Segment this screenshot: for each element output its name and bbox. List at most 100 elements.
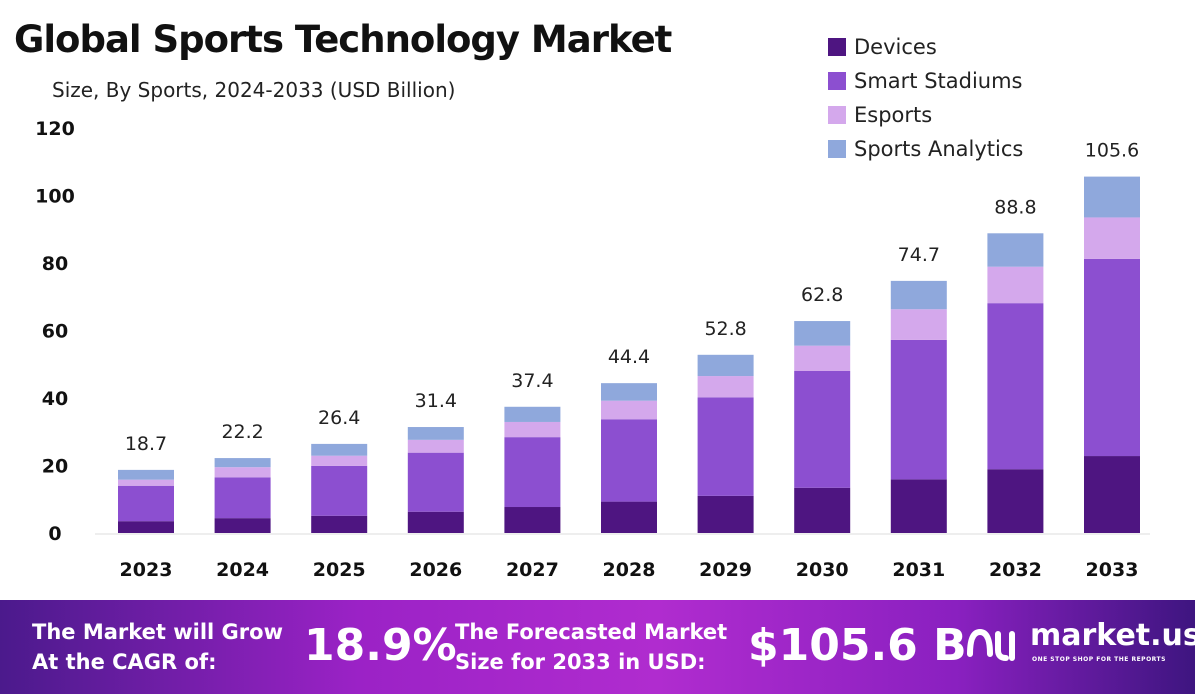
bar-segment-sports-analytics: [1084, 176, 1140, 218]
y-tick-label: 0: [48, 523, 61, 545]
legend-swatch: [828, 140, 846, 158]
bar-segment-smart-stadiums: [890, 339, 947, 480]
x-tick-label: 2024: [216, 559, 269, 581]
cagr-value: 18.9%: [304, 620, 457, 671]
bar-segment-devices: [118, 521, 174, 533]
forecast-label-line2: Size for 2033 in USD:: [455, 650, 706, 674]
forecast-value: $105.6 B: [748, 620, 967, 671]
bar-segment-sports-analytics: [697, 354, 754, 377]
y-tick-label: 60: [42, 321, 68, 343]
total-data-label: 74.7: [898, 244, 940, 266]
bar-segment-smart-stadiums: [697, 397, 754, 496]
legend-label: Smart Stadiums: [854, 69, 1023, 93]
bar-segment-sports-analytics: [407, 427, 464, 440]
logo-tagline: ONE STOP SHOP FOR THE REPORTS: [1032, 656, 1166, 663]
bar-segment-esports: [504, 421, 561, 438]
legend-sports-analytics: Sports Analytics: [828, 132, 1023, 166]
bar-segment-devices: [601, 501, 657, 533]
total-data-label: 18.7: [125, 433, 167, 455]
x-tick-label: 2026: [409, 559, 462, 581]
bar-segment-smart-stadiums: [1084, 258, 1140, 457]
bar-segment-smart-stadiums: [214, 477, 271, 519]
bar-segment-esports: [118, 479, 174, 486]
total-data-label: 62.8: [801, 284, 843, 306]
y-tick-label: 20: [42, 456, 68, 478]
legend-devices: Devices: [828, 30, 1023, 64]
x-tick-label: 2029: [699, 559, 752, 581]
bar-segment-devices: [1084, 456, 1140, 533]
bar-segment-devices: [697, 495, 754, 533]
x-tick-label: 2027: [506, 559, 559, 581]
bar-segment-devices: [214, 518, 271, 533]
legend: Devices Smart Stadiums Esports Sports An…: [828, 30, 1023, 166]
x-tick-label: 2025: [313, 559, 366, 581]
bar-segment-sports-analytics: [794, 321, 851, 346]
cagr-label-line1: The Market will Grow: [32, 620, 283, 644]
bar-segment-devices: [407, 511, 464, 533]
bar-segment-sports-analytics: [987, 233, 1044, 267]
bar-segment-sports-analytics: [118, 469, 174, 480]
total-data-label: 31.4: [415, 390, 457, 412]
bar-segment-smart-stadiums: [118, 485, 174, 522]
bar-segment-devices: [311, 515, 368, 533]
cagr-label-line2: At the CAGR of:: [32, 650, 217, 674]
chart-title: Global Sports Technology Market: [14, 18, 672, 61]
bar-segment-smart-stadiums: [311, 465, 368, 516]
bar-segment-sports-analytics: [890, 280, 947, 310]
bar-segment-esports: [1084, 217, 1140, 259]
bar-segment-sports-analytics: [601, 383, 657, 401]
legend-esports: Esports: [828, 98, 1023, 132]
bar-segment-esports: [311, 455, 368, 466]
footer-banner: The Market will Grow At the CAGR of: 18.9…: [0, 600, 1195, 694]
legend-swatch: [828, 38, 846, 56]
total-data-label: 37.4: [511, 370, 553, 392]
total-data-label: 88.8: [994, 196, 1036, 218]
bar-segment-devices: [504, 507, 561, 533]
bar-segment-esports: [214, 467, 271, 478]
y-tick-label: 100: [35, 186, 75, 208]
bar-segment-smart-stadiums: [987, 303, 1044, 470]
bar-segment-esports: [601, 400, 657, 420]
legend-label: Sports Analytics: [854, 137, 1024, 161]
bar-segment-sports-analytics: [504, 406, 561, 422]
x-tick-label: 2032: [989, 559, 1042, 581]
y-tick-label: 120: [35, 118, 75, 140]
bar-segment-esports: [890, 309, 947, 340]
legend-swatch: [828, 106, 846, 124]
bar-segment-sports-analytics: [311, 443, 368, 456]
bar-segment-smart-stadiums: [504, 437, 561, 508]
total-data-label: 22.2: [221, 421, 263, 443]
x-tick-label: 2028: [603, 559, 656, 581]
bar-segment-devices: [794, 487, 851, 533]
logo-text: market.us: [1030, 618, 1195, 653]
bar-segment-esports: [794, 345, 851, 371]
bar-segment-smart-stadiums: [407, 452, 464, 512]
cagr-label: The Market will Grow At the CAGR of:: [32, 617, 283, 677]
total-data-label: 26.4: [318, 407, 360, 429]
bar-segment-devices: [890, 479, 947, 533]
x-tick-label: 2031: [892, 559, 945, 581]
chart-subtitle: Size, By Sports, 2024-2033 (USD Billion): [52, 78, 456, 102]
bar-segment-smart-stadiums: [601, 419, 657, 502]
forecast-label-line1: The Forecasted Market: [455, 620, 728, 644]
bar-segment-esports: [987, 266, 1044, 304]
bar-segment-sports-analytics: [214, 458, 271, 468]
legend-label: Esports: [854, 103, 933, 127]
legend-smart-stadiums: Smart Stadiums: [828, 64, 1023, 98]
x-tick-label: 2033: [1086, 559, 1139, 581]
y-tick-label: 40: [42, 388, 68, 410]
legend-swatch: [828, 72, 846, 90]
x-tick-label: 2023: [120, 559, 173, 581]
market-us-logo-icon: [967, 628, 1015, 661]
total-data-label: 52.8: [704, 318, 746, 340]
forecast-label: The Forecasted Market Size for 2033 in US…: [455, 617, 727, 677]
y-tick-label: 80: [42, 253, 68, 275]
x-tick-label: 2030: [796, 559, 849, 581]
bar-segment-esports: [697, 376, 754, 398]
total-data-label: 105.6: [1085, 140, 1139, 162]
legend-label: Devices: [854, 35, 937, 59]
total-data-label: 44.4: [608, 346, 650, 368]
bar-segment-esports: [407, 439, 464, 453]
stacked-bar-chart: 0 20 40 60 80 100 120 18.7 2023 22.2 2024 26.4 2025 3…: [35, 118, 1150, 581]
bar-segment-smart-stadiums: [794, 371, 851, 488]
